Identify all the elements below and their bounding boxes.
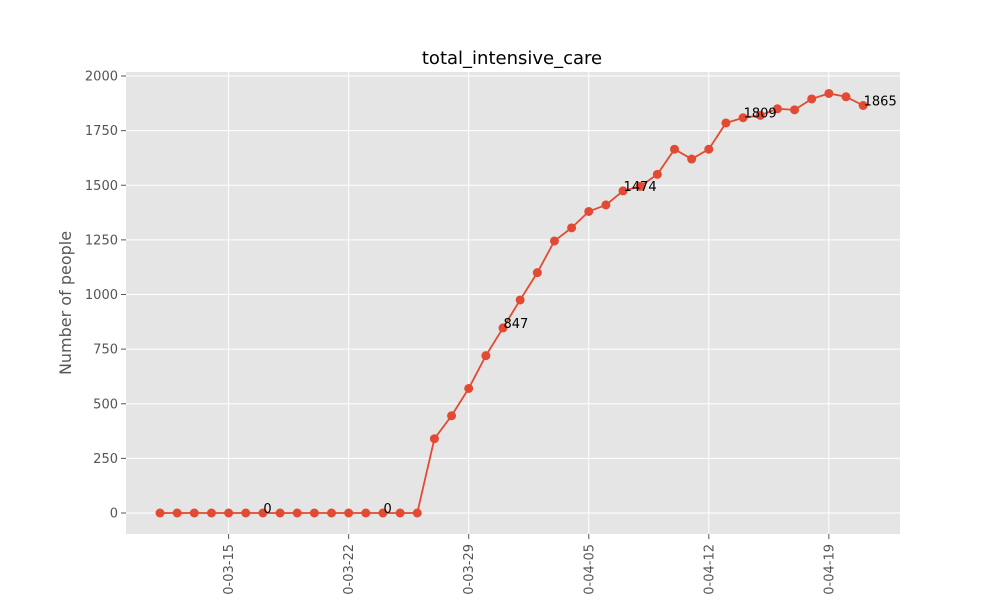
data-point [344, 508, 354, 518]
y-tick-label: 250 [93, 452, 118, 467]
data-point [755, 110, 765, 120]
data-point [515, 295, 525, 305]
data-label: 1865 [864, 94, 897, 109]
data-point [807, 94, 817, 104]
data-point [567, 223, 577, 233]
x-tick-label: 0-03-22 [342, 544, 357, 595]
x-tick-label: 0-04-19 [822, 544, 837, 595]
data-point [772, 104, 782, 114]
data-point [155, 508, 165, 518]
x-tick-label: 0-04-12 [702, 544, 717, 595]
data-label: 0 [263, 502, 271, 517]
data-point [824, 88, 834, 98]
data-point [670, 144, 679, 154]
data-point [206, 508, 216, 518]
y-tick-label: 2000 [85, 70, 118, 85]
data-point [738, 113, 748, 123]
y-tick-label: 1750 [85, 124, 118, 139]
data-point [172, 508, 182, 518]
data-point [584, 206, 594, 216]
y-tick-label: 500 [93, 397, 118, 412]
chart-title: total_intensive_care [422, 48, 602, 69]
y-axis-label: Number of people [56, 231, 75, 375]
x-tick-label: 0-04-05 [582, 544, 597, 595]
data-point [532, 268, 542, 278]
data-point [687, 154, 697, 164]
y-tick-label: 0 [110, 507, 118, 522]
data-point [498, 323, 508, 333]
data-point [378, 508, 388, 518]
data-point [292, 508, 302, 518]
data-point [258, 508, 268, 518]
data-point [275, 508, 285, 518]
data-point [858, 100, 868, 110]
data-label: 847 [504, 317, 529, 332]
data-point [412, 508, 422, 518]
data-label: 0 [383, 502, 391, 517]
data-point [189, 508, 199, 518]
data-annotations: 0 0 847 1474 1809 1865 [263, 94, 896, 517]
y-axis-ticks: 0 250 500 750 1000 1250 1500 1750 2000 [85, 70, 126, 522]
data-point [704, 144, 714, 154]
grid-lines [126, 72, 900, 534]
data-point [601, 200, 611, 210]
data-point [447, 411, 457, 421]
data-label: 1809 [744, 107, 777, 122]
data-point [327, 508, 336, 518]
data-point [481, 351, 491, 361]
data-label: 1474 [624, 180, 657, 195]
data-point [309, 508, 319, 518]
data-point [841, 92, 851, 102]
data-point [429, 434, 439, 444]
y-tick-label: 1250 [85, 233, 118, 248]
y-tick-label: 1500 [85, 179, 118, 194]
plot-area [126, 72, 900, 534]
data-point [635, 181, 645, 191]
data-point [361, 508, 371, 518]
x-tick-label: 0-03-29 [462, 544, 477, 595]
x-tick-label: 0-03-15 [222, 544, 237, 595]
data-point [395, 508, 405, 518]
data-point [224, 508, 234, 518]
data-point [241, 508, 251, 518]
data-point [618, 186, 628, 196]
data-point [549, 236, 559, 246]
data-point [464, 383, 474, 393]
x-axis-ticks: 0-03-15 0-03-22 0-03-29 0-04-05 0-04-12 0-04-… [222, 534, 837, 595]
data-point [790, 105, 800, 115]
y-tick-label: 1000 [85, 288, 118, 303]
series-markers [155, 88, 868, 518]
data-point [721, 118, 731, 128]
y-tick-label: 750 [93, 343, 118, 358]
data-point [652, 169, 662, 179]
